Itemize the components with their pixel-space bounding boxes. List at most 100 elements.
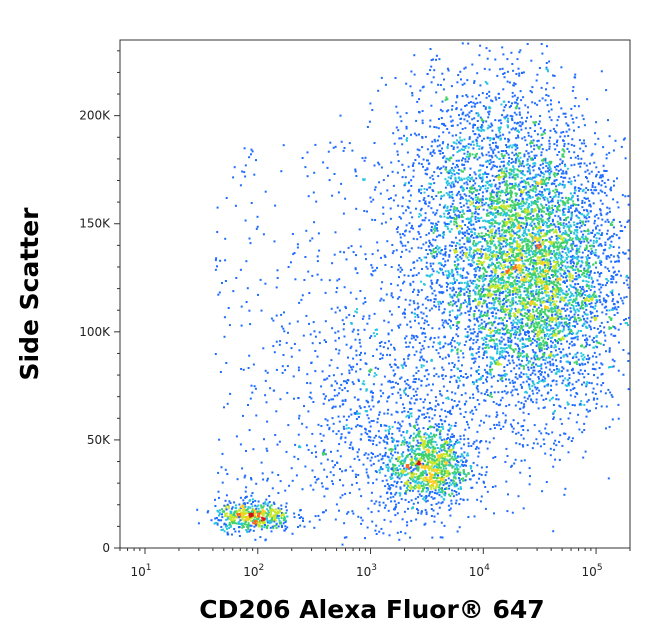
- data-point: [511, 425, 513, 428]
- data-point: [556, 325, 559, 328]
- data-point: [466, 210, 469, 212]
- data-point: [555, 165, 558, 168]
- data-point: [538, 344, 541, 347]
- data-point: [466, 178, 469, 181]
- data-point: [563, 142, 566, 145]
- data-point: [541, 148, 544, 151]
- data-point: [503, 251, 505, 254]
- data-point: [542, 275, 545, 278]
- data-point: [449, 215, 451, 218]
- data-point: [512, 226, 515, 229]
- data-point: [484, 227, 487, 230]
- data-point: [520, 207, 523, 210]
- data-point: [446, 207, 449, 210]
- data-point: [522, 297, 525, 300]
- data-point: [461, 164, 464, 166]
- data-point: [542, 249, 545, 252]
- data-point: [616, 177, 618, 180]
- data-point: [569, 181, 572, 184]
- data-point: [536, 442, 539, 445]
- data-point: [533, 144, 536, 147]
- data-point: [544, 196, 547, 199]
- data-point: [610, 308, 613, 311]
- data-point: [502, 282, 505, 285]
- data-point: [523, 396, 526, 399]
- data-point: [534, 297, 537, 300]
- data-point: [540, 243, 543, 246]
- data-point: [492, 283, 494, 286]
- data-point: [417, 289, 420, 292]
- data-point: [611, 365, 614, 368]
- data-point: [580, 330, 582, 332]
- data-point: [512, 239, 515, 242]
- data-point: [518, 367, 521, 370]
- data-point: [545, 334, 547, 337]
- data-point: [586, 273, 588, 276]
- data-point: [481, 291, 484, 294]
- data-point: [563, 299, 566, 302]
- data-point: [494, 332, 497, 334]
- data-point: [545, 319, 548, 322]
- data-point: [512, 261, 515, 264]
- data-point: [563, 317, 566, 320]
- data-point: [560, 172, 563, 175]
- data-point: [542, 299, 545, 302]
- data-point: [493, 427, 496, 430]
- data-point: [606, 206, 609, 209]
- data-point: [466, 423, 469, 426]
- data-point: [525, 150, 528, 153]
- data-point: [593, 290, 596, 293]
- data-point: [386, 189, 389, 192]
- data-point: [537, 217, 540, 220]
- data-point: [499, 342, 502, 345]
- data-point: [575, 116, 578, 119]
- data-point: [525, 208, 528, 211]
- data-point: [509, 259, 512, 262]
- data-point: [574, 236, 577, 239]
- data-point: [581, 261, 584, 264]
- data-point: [503, 170, 506, 173]
- data-point: [502, 412, 505, 415]
- data-point: [564, 432, 567, 435]
- data-point: [448, 131, 451, 134]
- data-point: [543, 347, 546, 350]
- data-point: [513, 280, 516, 283]
- data-point: [472, 393, 474, 396]
- data-point: [442, 124, 445, 126]
- data-point: [479, 440, 482, 442]
- data-point: [613, 314, 616, 316]
- data-point: [564, 309, 567, 312]
- data-point: [517, 337, 520, 340]
- data-point: [451, 296, 454, 299]
- data-point: [591, 191, 594, 194]
- data-point: [467, 240, 470, 243]
- data-point: [524, 252, 527, 255]
- data-point: [621, 230, 624, 232]
- data-point: [548, 188, 551, 191]
- data-point: [403, 169, 406, 172]
- data-point: [455, 142, 458, 145]
- data-point: [550, 352, 553, 355]
- data-point: [499, 247, 502, 250]
- data-point: [531, 157, 534, 160]
- data-point: [500, 160, 503, 163]
- data-point: [478, 156, 481, 159]
- data-point: [619, 323, 622, 325]
- data-point: [508, 218, 511, 220]
- data-point: [554, 274, 557, 277]
- data-point: [600, 272, 603, 274]
- data-point: [577, 358, 580, 361]
- data-point: [552, 209, 555, 211]
- data-point: [564, 407, 567, 410]
- data-point: [497, 286, 500, 289]
- data-point: [593, 351, 596, 354]
- data-point: [529, 185, 532, 188]
- data-point: [504, 213, 507, 216]
- data-point: [571, 89, 574, 92]
- data-point: [509, 204, 512, 207]
- data-point: [561, 259, 564, 262]
- data-point: [552, 327, 555, 330]
- data-point: [512, 276, 515, 279]
- data-point: [618, 293, 620, 296]
- data-point: [542, 343, 545, 346]
